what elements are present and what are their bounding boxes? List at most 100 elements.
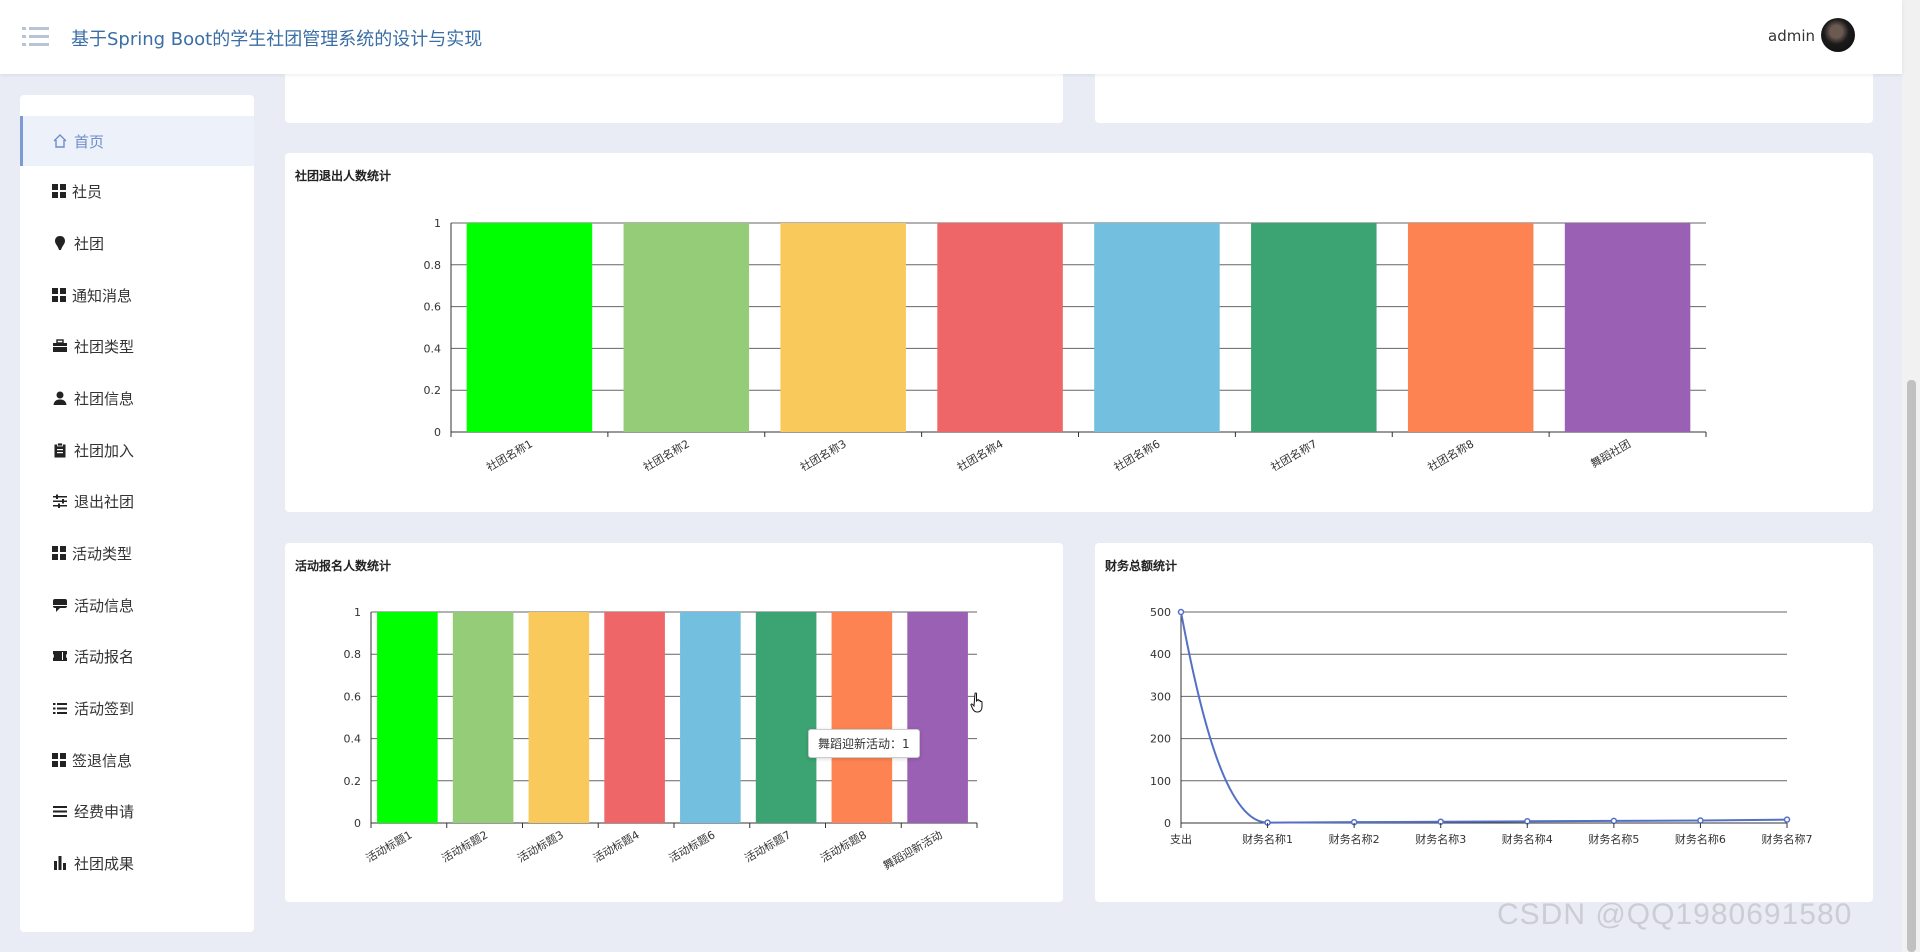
y-tick-label: 0.2 bbox=[344, 775, 362, 788]
sidebar-item-activity-checkin[interactable]: 活动签到 bbox=[20, 683, 254, 733]
y-tick-label: 1 bbox=[354, 606, 361, 619]
x-tick-label: 活动标题3 bbox=[515, 827, 566, 865]
x-tick-label: 财务名称2 bbox=[1329, 832, 1380, 846]
bar bbox=[377, 612, 438, 823]
scrollbar-thumb[interactable] bbox=[1907, 380, 1916, 952]
signup-chart-title: 活动报名人数统计 bbox=[295, 559, 392, 573]
bar bbox=[907, 612, 968, 823]
x-tick-label: 财务名称6 bbox=[1675, 832, 1726, 846]
menu-toggle-icon[interactable] bbox=[22, 24, 52, 50]
sidebar-item-club-info[interactable]: 社团信息 bbox=[20, 373, 254, 423]
sidebar-item-label: 活动报名 bbox=[74, 647, 135, 666]
quit-chart-card: 社团退出人数统计 0 0.2 0.4 0.6 0.8 1 社团名称1 社团名称2 社团名称3 社团… bbox=[285, 153, 1873, 512]
bar bbox=[755, 612, 817, 823]
sidebar-item-label: 活动信息 bbox=[74, 596, 135, 615]
sidebar-item-quit-club[interactable]: 退出社团 bbox=[20, 476, 254, 526]
bar bbox=[831, 612, 893, 823]
x-tick-label: 活动标题2 bbox=[439, 827, 490, 865]
x-tick-label: 活动标题1 bbox=[363, 827, 414, 865]
x-tick-label: 财务名称3 bbox=[1415, 832, 1466, 846]
x-tick-label: 社团名称3 bbox=[798, 436, 849, 474]
data-point bbox=[1610, 817, 1618, 825]
finance-line-chart: 0 100 200 300 400 500 支出 财务名称1 财务名称2 财务名称3 财务名称4 财务… bbox=[1150, 606, 1813, 846]
x-tick-label: 社团名称1 bbox=[484, 436, 535, 474]
y-tick-label: 0.6 bbox=[344, 690, 362, 703]
sidebar-item-activity-signup[interactable]: 活动报名 bbox=[20, 631, 254, 681]
ticket-icon bbox=[52, 648, 68, 664]
home-icon bbox=[52, 133, 68, 149]
y-tick-label: 300 bbox=[1150, 690, 1171, 703]
y-tick-label: 0.2 bbox=[424, 384, 442, 397]
list-icon bbox=[52, 803, 68, 819]
sidebar-item-club-join[interactable]: 社团加入 bbox=[20, 425, 254, 475]
y-tick-label: 0.4 bbox=[424, 342, 442, 355]
x-tick-label: 财务名称4 bbox=[1502, 832, 1553, 846]
username[interactable]: admin bbox=[1768, 27, 1815, 45]
x-tick-label: 活动标题7 bbox=[742, 827, 793, 865]
sliders-icon bbox=[52, 493, 68, 509]
y-tick-label: 0 bbox=[434, 426, 441, 439]
signup-bar-chart: 0 0.2 0.4 0.6 0.8 1 活动标题1 活动标题2 活动标题3 活动标题4 活动标题6 活… bbox=[344, 606, 978, 873]
list-icon bbox=[52, 700, 68, 716]
quit-chart-title: 社团退出人数统计 bbox=[295, 169, 392, 183]
sidebar-item-label: 社团类型 bbox=[74, 337, 135, 356]
y-tick-label: 0.8 bbox=[344, 648, 362, 661]
bar bbox=[1094, 223, 1220, 432]
chart-tooltip: 舞蹈迎新活动：1 bbox=[808, 729, 920, 758]
grid-icon bbox=[52, 753, 66, 767]
sidebar-item-activity-info[interactable]: 活动信息 bbox=[20, 580, 254, 630]
sidebar-item-achievements[interactable]: 社团成果 bbox=[20, 838, 254, 888]
bar bbox=[937, 223, 1063, 432]
x-tick-label: 社团名称8 bbox=[1425, 436, 1476, 474]
hand-cursor-icon bbox=[970, 692, 983, 713]
y-tick-label: 0.4 bbox=[344, 733, 362, 746]
briefcase-icon bbox=[52, 338, 68, 354]
x-tick-label: 支出 bbox=[1170, 832, 1192, 846]
sidebar-item-activity-types[interactable]: 活动类型 bbox=[20, 528, 254, 578]
bar bbox=[1251, 223, 1377, 432]
data-point bbox=[1783, 816, 1791, 823]
x-tick-label: 舞蹈社团 bbox=[1588, 436, 1633, 470]
page-scrollbar[interactable] bbox=[1902, 0, 1920, 952]
x-tick-label: 活动标题4 bbox=[590, 827, 641, 865]
sidebar-item-checkout-info[interactable]: 签退信息 bbox=[20, 735, 254, 785]
sidebar-item-label: 活动签到 bbox=[74, 699, 135, 718]
bar bbox=[1564, 223, 1691, 432]
grid-icon bbox=[52, 184, 66, 198]
sidebar-item-label: 首页 bbox=[74, 132, 105, 151]
series-line bbox=[1180, 611, 1788, 824]
x-tick-label: 社团名称4 bbox=[954, 436, 1005, 474]
y-tick-label: 1 bbox=[434, 217, 441, 230]
bar bbox=[623, 223, 750, 432]
bar bbox=[528, 612, 590, 823]
quit-bar-chart: 0 0.2 0.4 0.6 0.8 1 社团名称1 社团名称2 社团名称3 社团名称4 社团名称6 社… bbox=[424, 217, 1707, 474]
sidebar-item-label: 社员 bbox=[72, 182, 103, 201]
bar bbox=[780, 223, 906, 432]
sidebar-item-home[interactable]: 首页 bbox=[20, 116, 254, 166]
bar bbox=[452, 612, 514, 823]
sidebar-item-label: 退出社团 bbox=[74, 492, 135, 511]
app-title: 基于Spring Boot的学生社团管理系统的设计与实现 bbox=[71, 29, 483, 50]
grid-icon bbox=[52, 546, 66, 560]
y-tick-label: 0.6 bbox=[424, 301, 442, 314]
sidebar-item-label: 社团 bbox=[74, 234, 105, 253]
top-header: 基于Spring Boot的学生社团管理系统的设计与实现 admin bbox=[0, 0, 1902, 74]
avatar[interactable] bbox=[1821, 18, 1855, 52]
x-tick-label: 社团名称2 bbox=[641, 436, 692, 474]
bar bbox=[680, 612, 741, 823]
sidebar-item-clubs[interactable]: 社团 bbox=[20, 218, 254, 268]
x-tick-label: 社团名称6 bbox=[1111, 436, 1162, 474]
clipboard-icon bbox=[52, 442, 68, 458]
x-tick-label: 舞蹈迎新活动 bbox=[880, 827, 944, 872]
x-tick-label: 活动标题6 bbox=[666, 827, 717, 865]
sidebar-item-funding[interactable]: 经费申请 bbox=[20, 786, 254, 836]
sidebar-item-label: 经费申请 bbox=[74, 802, 135, 821]
signup-chart-card: 活动报名人数统计 0 0.2 0.4 0.6 0.8 1 活动标题1 活动标题2 活动标题3 活动… bbox=[285, 543, 1063, 902]
sidebar-item-members[interactable]: 社员 bbox=[20, 166, 254, 216]
finance-chart-card: 财务总额统计 0 100 200 300 400 500 支出 财务名称1 财务名称2 财务名称3… bbox=[1095, 543, 1873, 902]
x-tick-label: 财务名称1 bbox=[1242, 832, 1293, 846]
chat-icon bbox=[52, 597, 68, 613]
sidebar-item-notices[interactable]: 通知消息 bbox=[20, 270, 254, 320]
y-tick-label: 0 bbox=[354, 817, 361, 830]
sidebar-item-club-types[interactable]: 社团类型 bbox=[20, 321, 254, 371]
